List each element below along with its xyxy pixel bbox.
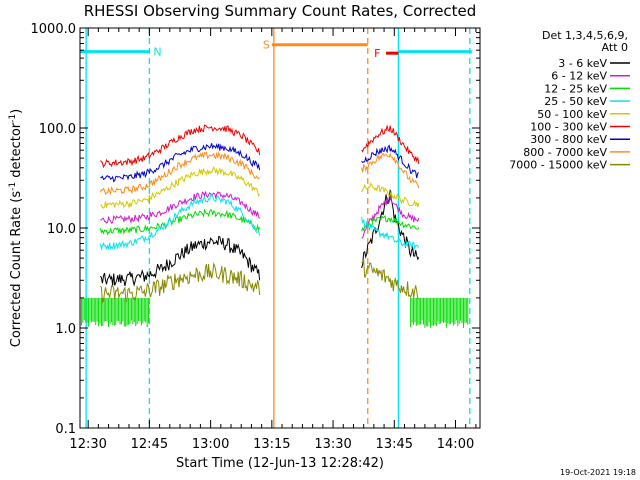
x-axis-ticks: 12:30 12:45 13:00 13:15 13:30 13:45 14:00 [69, 28, 477, 452]
series-line-6-0 [100, 143, 261, 183]
series-4 [100, 166, 420, 209]
low-level-band-0-1 [410, 297, 469, 328]
flag-bar-F: F [374, 47, 399, 60]
series-line-4-1 [361, 182, 420, 208]
series-line-5-1 [361, 124, 420, 165]
series-line-7-0 [99, 150, 260, 196]
series-line-3-1 [361, 217, 420, 251]
series-line-0-0 [99, 235, 261, 287]
series-line-1-1 [361, 197, 420, 239]
y-tick-label: 0.1 [55, 422, 76, 437]
series-line-5-0 [100, 124, 261, 169]
series-line-4-0 [100, 166, 261, 209]
generated-timestamp: 19-Oct-2021 19:18 [560, 468, 636, 477]
series-line-7-1 [361, 152, 420, 189]
y-axis-ticks: 1000.0 100.0 10.0 1.0 0.1 [31, 22, 480, 437]
x-tick-label: 13:00 [192, 437, 229, 452]
y-tick-label: 10.0 [47, 222, 76, 237]
legend-label-8: 7000 - 15000 keV [509, 159, 607, 172]
series-2 [99, 208, 420, 236]
legend-label-3: 25 - 50 keV [544, 95, 607, 108]
legend-label-6: 300 - 800 keV [530, 133, 607, 146]
legend-label-0: 3 - 6 keV [558, 57, 607, 70]
series-6 [100, 143, 419, 183]
series-line-1-0 [100, 191, 261, 224]
flag-label-F: F [374, 47, 380, 60]
y-tick-label: 1000.0 [31, 22, 77, 37]
series-line-6-1 [361, 144, 419, 179]
series-5 [100, 124, 420, 169]
low-level-band-0-0 [79, 297, 150, 328]
x-tick-label: 13:45 [376, 437, 413, 452]
series-line-8-0 [100, 262, 261, 304]
x-tick-label: 13:30 [314, 437, 351, 452]
series-1 [100, 191, 420, 239]
x-tick-label: 14:00 [437, 437, 474, 452]
series-7 [99, 150, 420, 196]
legend-header-line-2: Att 0 [602, 41, 628, 54]
series-3 [99, 193, 420, 251]
plot-frame [79, 27, 481, 429]
x-axis-label: Start Time (12-Jun-13 12:28:42) [176, 456, 384, 471]
series-line-0-1 [361, 189, 420, 269]
x-tick-label: 12:45 [131, 437, 168, 452]
y-tick-label: 100.0 [39, 122, 76, 137]
legend-label-2: 12 - 25 keV [544, 82, 607, 95]
flag-bar-S: S [263, 39, 368, 52]
legend-label-5: 100 - 300 keV [530, 121, 607, 134]
flag-bar-N: N [80, 46, 472, 59]
legend-label-4: 50 - 100 keV [537, 108, 607, 121]
x-tick-label: 12:30 [69, 437, 106, 452]
series-0 [99, 189, 420, 287]
flag-label-N: N [153, 46, 161, 59]
legend-header-line-1: Det 1,3,4,5,6,9, [542, 29, 628, 42]
legend-label-1: 6 - 12 keV [551, 70, 607, 83]
flag-label-S: S [263, 39, 270, 52]
y-tick-label: 1.0 [55, 322, 76, 337]
x-tick-label: 13:15 [253, 437, 290, 452]
series-line-2-0 [99, 208, 261, 236]
y-axis-label: Corrected Count Rate (s-1 detector-1) [8, 109, 24, 347]
series-line-8-1 [361, 259, 419, 300]
chart-title: RHESSI Observing Summary Count Rates, Co… [84, 2, 477, 20]
series-line-3-0 [99, 193, 261, 251]
legend-label-7: 800 - 7000 keV [523, 146, 607, 159]
plot-area: NSF [79, 28, 472, 428]
series-8 [100, 259, 419, 304]
